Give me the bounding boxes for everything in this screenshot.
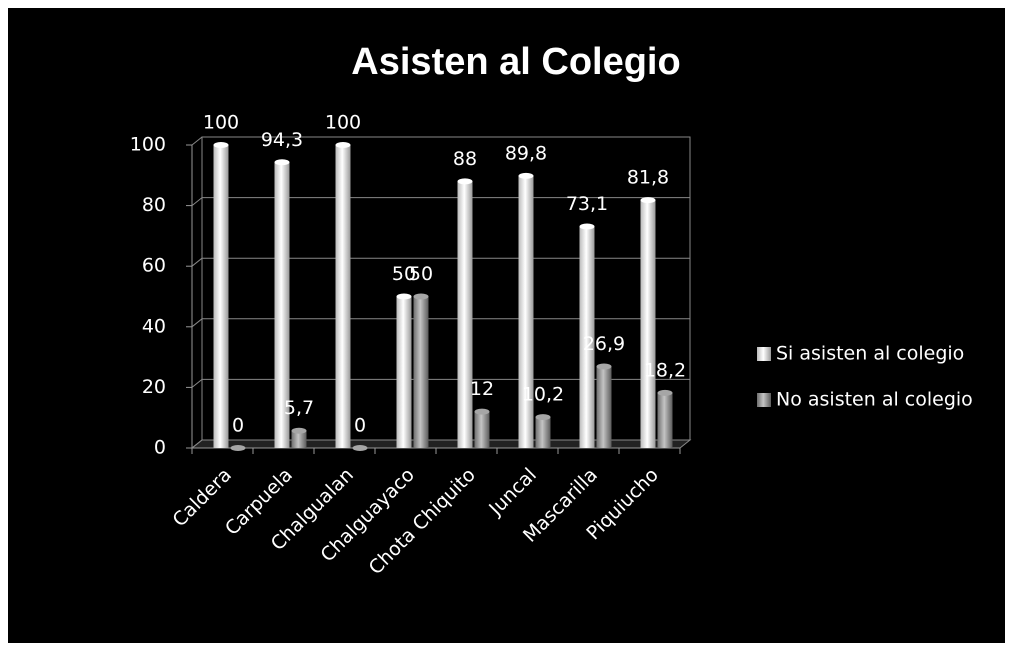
bar (457, 181, 473, 449)
bar-top (535, 414, 551, 421)
bar-top (413, 293, 429, 300)
bar-top (230, 445, 246, 451)
data-label: 100 (203, 112, 239, 134)
floor (190, 439, 692, 449)
data-label: 88 (453, 148, 477, 170)
grid-line-side (191, 257, 203, 267)
data-label: 18,2 (644, 359, 686, 381)
data-label: 0 (354, 415, 366, 437)
y-tick-label: 60 (142, 255, 166, 277)
bar (274, 162, 290, 448)
data-label: 89,8 (505, 142, 547, 164)
bar-top (457, 178, 473, 185)
grid-line-side (191, 439, 203, 449)
data-label: 94,3 (261, 129, 303, 151)
y-tick-label: 80 (142, 194, 166, 216)
bar (657, 392, 673, 448)
legend-swatch (757, 393, 771, 407)
bar-top (474, 408, 490, 415)
bar (291, 430, 307, 448)
data-label: 12 (470, 378, 494, 400)
bar (213, 145, 229, 448)
bar (579, 226, 595, 448)
bar-top (291, 427, 307, 434)
y-tick-label: 100 (130, 134, 166, 156)
bar-top (352, 445, 368, 451)
data-label: 50 (392, 263, 416, 285)
bar-top (213, 142, 229, 148)
y-tick-label: 40 (142, 315, 166, 337)
bar (640, 200, 656, 448)
legend-label: Si asisten al colegio (776, 343, 964, 365)
bar (535, 417, 551, 448)
bar-top (274, 159, 290, 166)
chart-title: Asisten al Colegio (351, 41, 680, 83)
grid-line-side (191, 379, 203, 388)
bar (474, 411, 490, 448)
bar-top (657, 389, 673, 396)
bar (596, 366, 612, 448)
bar (335, 145, 351, 448)
grid-line-side (191, 318, 203, 328)
data-label: 0 (232, 415, 244, 437)
grid-line-side (191, 136, 203, 146)
bar-top (335, 142, 351, 148)
legend-swatch (757, 347, 771, 361)
bar-top (640, 197, 656, 204)
bar-top (579, 223, 595, 230)
bar-top (518, 172, 534, 179)
legend-label: No asisten al colegio (776, 389, 973, 411)
data-label: 73,1 (566, 193, 608, 215)
data-label: 81,8 (627, 167, 669, 189)
bar-top (596, 363, 612, 370)
data-label: 10,2 (522, 384, 564, 406)
bar (518, 175, 534, 448)
data-label: 100 (325, 112, 361, 134)
y-tick-label: 20 (142, 376, 166, 398)
y-tick-label: 0 (154, 437, 166, 459)
bar (396, 296, 412, 448)
bar (413, 296, 429, 448)
bar-top (396, 293, 412, 300)
data-label: 5,7 (284, 397, 314, 419)
data-label: 26,9 (583, 333, 625, 355)
background (8, 8, 1005, 643)
grid-line-side (191, 197, 203, 206)
data-label: 50 (409, 263, 433, 285)
